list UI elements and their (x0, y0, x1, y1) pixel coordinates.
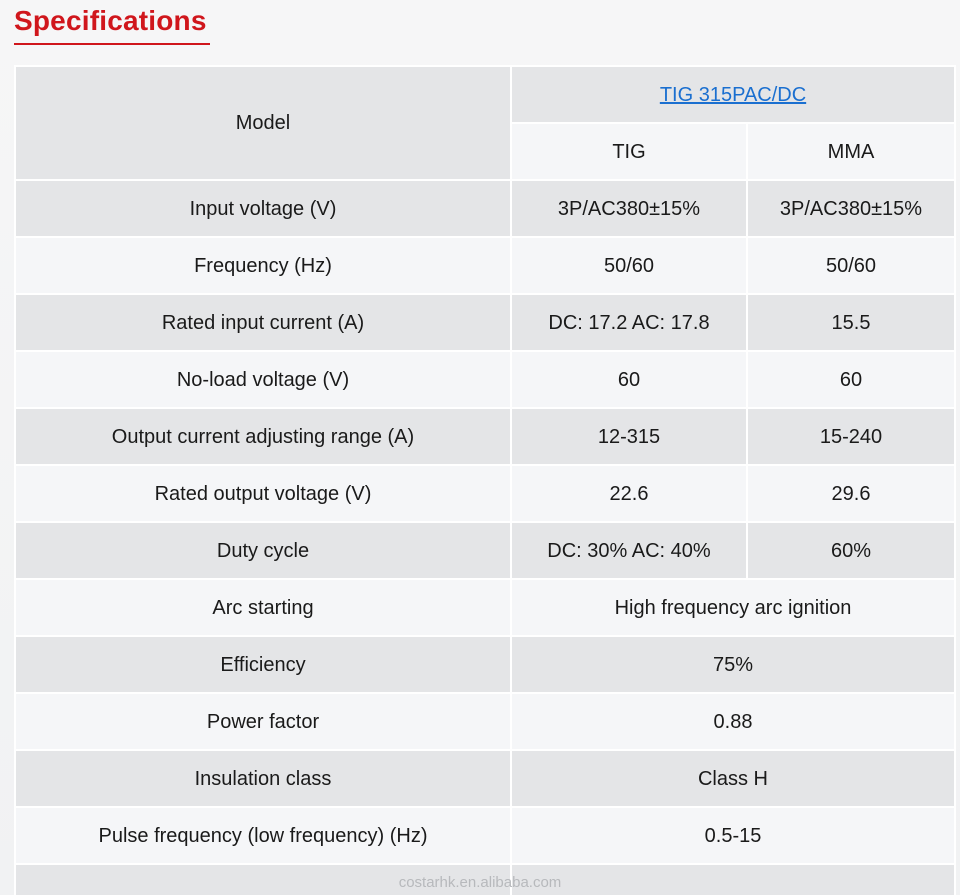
row-label: Frequency (Hz) (14, 236, 512, 295)
table-row: Rated input current (A) DC: 17.2 AC: 17.… (14, 293, 956, 352)
row-label-empty (14, 863, 512, 895)
merged-value: 0.5-15 (510, 806, 956, 865)
merged-value: 0.88 (510, 692, 956, 751)
mma-value: 29.6 (746, 464, 956, 523)
tig-value: DC: 17.2 AC: 17.8 (510, 293, 748, 352)
row-label: Power factor (14, 692, 512, 751)
mode-mma-header: MMA (746, 122, 956, 181)
mma-value: 60 (746, 350, 956, 409)
merged-value-empty (510, 863, 956, 895)
table-row: Duty cycle DC: 30% AC: 40% 60% (14, 521, 956, 580)
row-label: Input voltage (V) (14, 179, 512, 238)
tig-value: 50/60 (510, 236, 748, 295)
table-row: Arc starting High frequency arc ignition (14, 578, 956, 637)
row-label: Efficiency (14, 635, 512, 694)
watermark: costarhk.en.alibaba.com (398, 874, 562, 891)
table-row: Input voltage (V) 3P/AC380±15% 3P/AC380±… (14, 179, 956, 238)
merged-value: 75% (510, 635, 956, 694)
model-link[interactable]: TIG 315PAC/DC (659, 83, 807, 106)
table-row-partial (14, 863, 956, 895)
row-label: Arc starting (14, 578, 512, 637)
row-label: Pulse frequency (low frequency) (Hz) (14, 806, 512, 865)
row-label: Rated output voltage (V) (14, 464, 512, 523)
spec-table: Model TIG 315PAC/DC TIG MMA Input voltag… (14, 65, 956, 895)
row-label: No-load voltage (V) (14, 350, 512, 409)
title-underline (14, 43, 210, 45)
table-row: Rated output voltage (V) 22.6 29.6 (14, 464, 956, 523)
model-name-cell: TIG 315PAC/DC (510, 65, 956, 124)
mode-header-row: TIG MMA (15, 122, 956, 181)
row-label: Duty cycle (14, 521, 512, 580)
model-label-cell: Model (14, 65, 512, 181)
merged-value: Class H (510, 749, 956, 808)
tig-value: 12-315 (510, 407, 748, 466)
row-label: Rated input current (A) (14, 293, 512, 352)
mma-value: 3P/AC380±15% (746, 179, 956, 238)
table-row: Power factor 0.88 (14, 692, 956, 751)
table-row: Insulation class Class H (14, 749, 956, 808)
mma-value: 60% (746, 521, 956, 580)
table-row: Output current adjusting range (A) 12-31… (14, 407, 956, 466)
mma-value: 15.5 (746, 293, 956, 352)
table-row: No-load voltage (V) 60 60 (14, 350, 956, 409)
row-label: Output current adjusting range (A) (14, 407, 512, 466)
table-header-row: Model TIG 315PAC/DC (14, 65, 956, 181)
row-label: Insulation class (14, 749, 512, 808)
mma-value: 50/60 (746, 236, 956, 295)
mode-tig-header: TIG (510, 122, 748, 181)
merged-value: High frequency arc ignition (510, 578, 956, 637)
mma-value: 15-240 (746, 407, 956, 466)
tig-value: 22.6 (510, 464, 748, 523)
table-row: Pulse frequency (low frequency) (Hz) 0.5… (14, 806, 956, 865)
table-row: Frequency (Hz) 50/60 50/60 (14, 236, 956, 295)
section-header: Specifications (14, 0, 210, 45)
tig-value: 60 (510, 350, 748, 409)
table-row: Efficiency 75% (14, 635, 956, 694)
tig-value: DC: 30% AC: 40% (510, 521, 748, 580)
section-title: Specifications (14, 5, 207, 36)
tig-value: 3P/AC380±15% (510, 179, 748, 238)
